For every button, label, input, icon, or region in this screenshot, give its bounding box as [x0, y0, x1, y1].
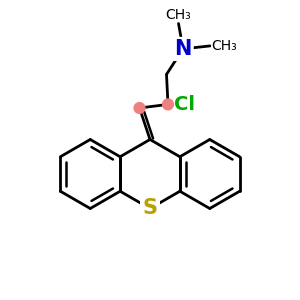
Text: CH₃: CH₃ [166, 8, 191, 22]
Text: Cl: Cl [174, 95, 195, 114]
Text: N: N [174, 39, 192, 59]
Circle shape [134, 103, 145, 113]
Text: CH₃: CH₃ [212, 39, 237, 53]
Text: S: S [142, 199, 158, 218]
Circle shape [163, 99, 173, 110]
